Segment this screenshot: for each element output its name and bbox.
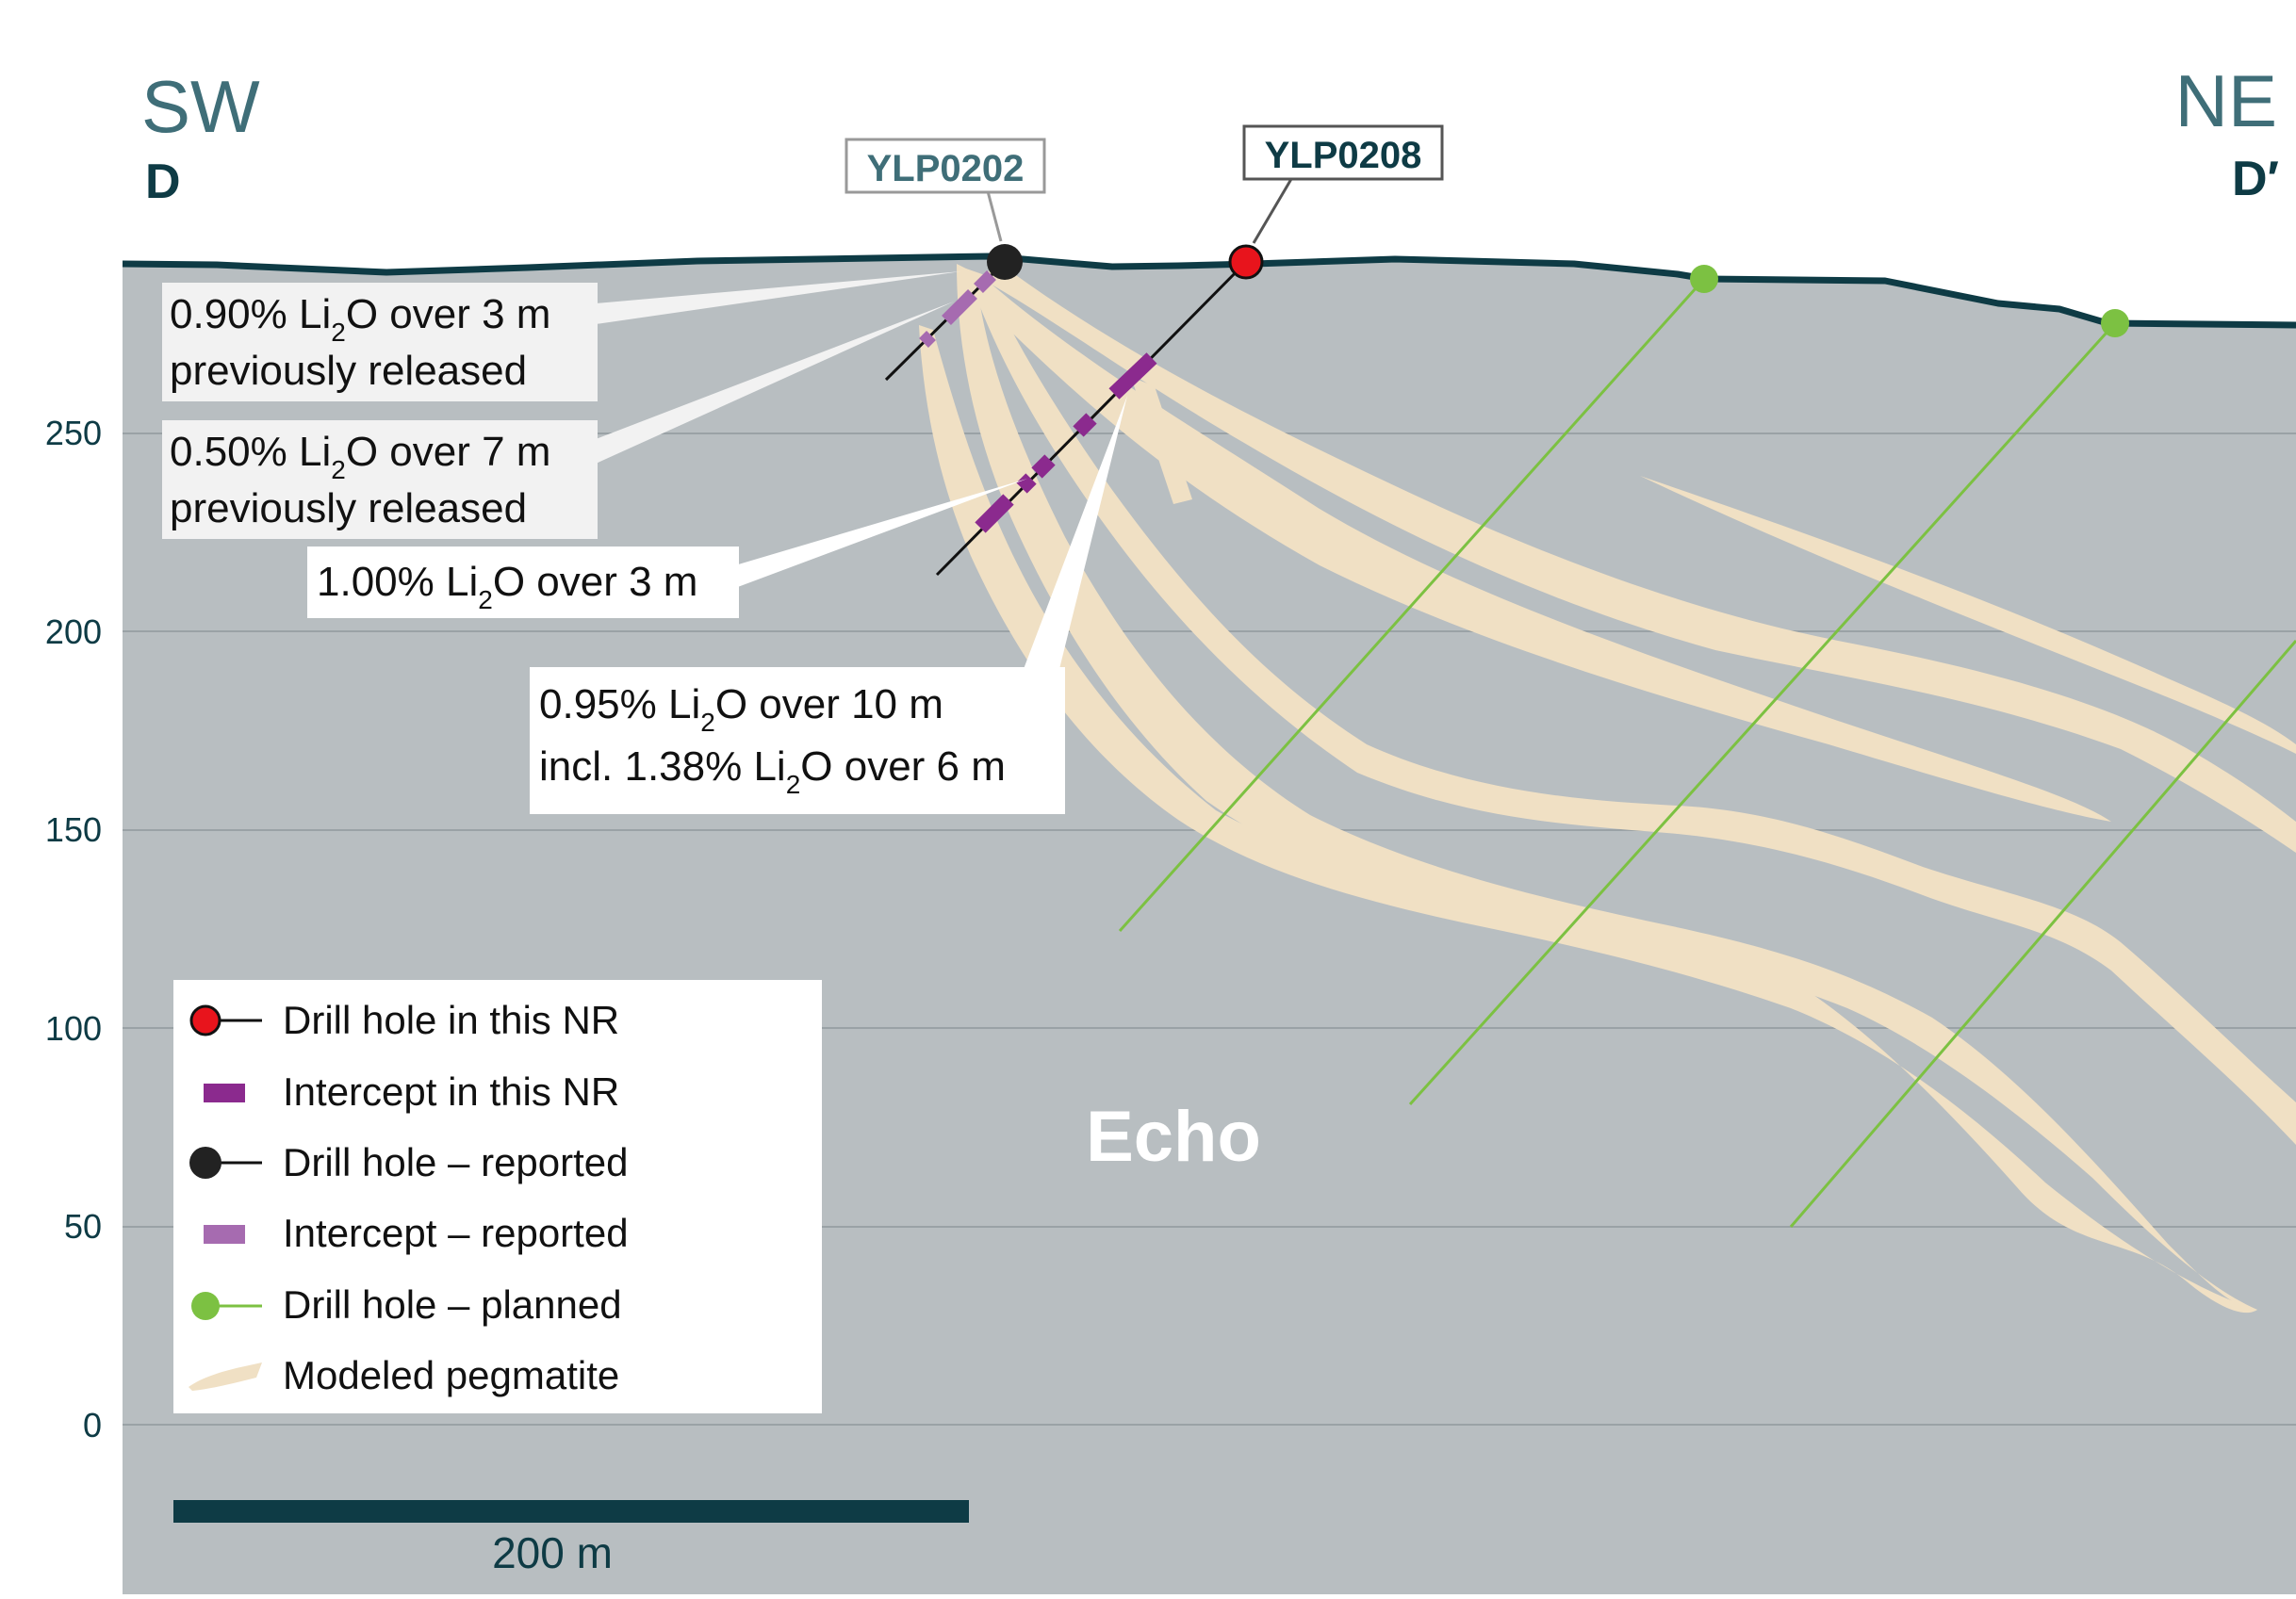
zone-label-echo: Echo [1086, 1097, 1261, 1177]
y-axis: 250 200 150 100 50 0 [45, 414, 102, 1444]
section-end-direction: NE [2175, 59, 2277, 142]
callout-4: 0.95% Li2O over 10 m incl. 1.38% Li2O ov… [530, 667, 1065, 814]
leader-callout-4 [1024, 396, 1127, 669]
drill-hole-ylp0202-collar [987, 244, 1023, 280]
hole-label-ylp0202-box [845, 138, 1046, 194]
intercepts-this-nr [975, 352, 1157, 533]
legend-box [173, 980, 822, 1413]
planned-hole-2-collar [2101, 309, 2129, 337]
planned-hole-3-trace [1789, 640, 2296, 1228]
legend-intercept-nr-icon [204, 1084, 245, 1102]
hole-label-ylp0208-leader [1252, 178, 1293, 244]
hole-label-ylp0208-box [1242, 124, 1444, 181]
intercept-reported-2 [942, 289, 977, 325]
intercept-reported-1 [974, 270, 996, 293]
callout-1: 0.90% Li2O over 3 m previously released [162, 283, 598, 401]
scale-bar-rect [173, 1500, 969, 1523]
intercept-reported-3 [919, 331, 936, 348]
intercepts-reported [919, 270, 996, 348]
callout-1-line1: 0.90% Li2O over 3 m [170, 291, 550, 347]
planned-hole-1-trace [1118, 277, 1706, 933]
callout-3: 1.00% Li2O over 3 m [307, 547, 739, 618]
section-end-label: D′ [2232, 152, 2279, 206]
y-tick-150: 150 [45, 810, 102, 849]
legend-drill-planned-icon [191, 1292, 220, 1320]
callout-4-line1: 0.95% Li2O over 10 m [539, 681, 943, 737]
callout-3-line1: 1.00% Li2O over 3 m [317, 559, 697, 614]
intercept-nr-2 [1073, 413, 1097, 437]
intercept-nr-4 [1016, 473, 1037, 494]
hole-label-ylp0208: YLP0208 [1242, 124, 1444, 244]
pegmatite-body-5 [919, 325, 2257, 1313]
leader-callout-3 [735, 479, 1027, 588]
hole-label-ylp0202: YLP0202 [845, 138, 1046, 242]
pegmatite-bodies [919, 264, 2296, 1313]
legend-label-intercept-nr: Intercept in this NR [283, 1069, 619, 1114]
callout-2-line1: 0.50% Li2O over 7 m [170, 429, 550, 484]
planned-hole-1-collar [1690, 265, 1718, 293]
legend-label-pegmatite: Modeled pegmatite [283, 1353, 619, 1397]
callout-4-box [530, 667, 1065, 814]
planned-hole-2-trace [1408, 321, 2117, 1106]
planned-drill-holes [1118, 277, 2296, 1228]
callout-3-box [307, 547, 739, 618]
topographic-surface [122, 253, 2296, 329]
leader-callout-2 [596, 302, 954, 464]
legend-label-drill-reported: Drill hole – reported [283, 1140, 629, 1184]
intercept-nr-5 [975, 494, 1014, 533]
pegmatite-body-4 [957, 264, 2257, 1310]
legend-label-drill-nr: Drill hole in this NR [283, 998, 619, 1042]
legend-drill-reported-icon [189, 1147, 221, 1179]
y-tick-100: 100 [45, 1009, 102, 1048]
callout-2-line2: previously released [170, 485, 527, 531]
y-tick-0: 0 [83, 1406, 102, 1444]
hole-label-ylp0202-leader [986, 190, 1003, 242]
y-tick-250: 250 [45, 414, 102, 452]
callout-4-line2: incl. 1.38% Li2O over 6 m [539, 743, 1006, 799]
callout-2: 0.50% Li2O over 7 m previously released [162, 420, 598, 539]
y-tick-200: 200 [45, 612, 102, 651]
legend-intercept-reported-icon [204, 1225, 245, 1244]
intercept-nr-1 [1108, 352, 1157, 400]
section-start-direction: SW [141, 65, 260, 148]
y-tick-50: 50 [64, 1207, 102, 1246]
legend: Drill hole in this NR Intercept in this … [173, 980, 822, 1413]
callout-leaders [596, 271, 1127, 669]
hole-label-ylp0202-text: YLP0202 [867, 148, 1025, 189]
legend-label-intercept-reported: Intercept – reported [283, 1211, 629, 1255]
legend-pegmatite-icon [189, 1362, 262, 1391]
scale-bar-label: 200 m [492, 1528, 613, 1577]
hole-label-ylp0208-text: YLP0208 [1265, 135, 1422, 176]
callout-1-line2: previously released [170, 348, 527, 394]
pegmatite-body-6 [1131, 377, 1192, 504]
drill-hole-ylp0208-collar [1228, 244, 1264, 280]
scale-bar: 200 m [173, 1500, 969, 1577]
section-start-label: D [145, 155, 181, 209]
legend-label-drill-planned: Drill hole – planned [283, 1282, 622, 1327]
leader-callout-1 [596, 271, 961, 324]
legend-drill-nr-icon [189, 1004, 221, 1036]
callout-1-box [162, 283, 598, 401]
pegmatite-body-7 [1640, 476, 2296, 754]
intercept-nr-3 [1031, 454, 1056, 479]
callout-2-box [162, 420, 598, 539]
